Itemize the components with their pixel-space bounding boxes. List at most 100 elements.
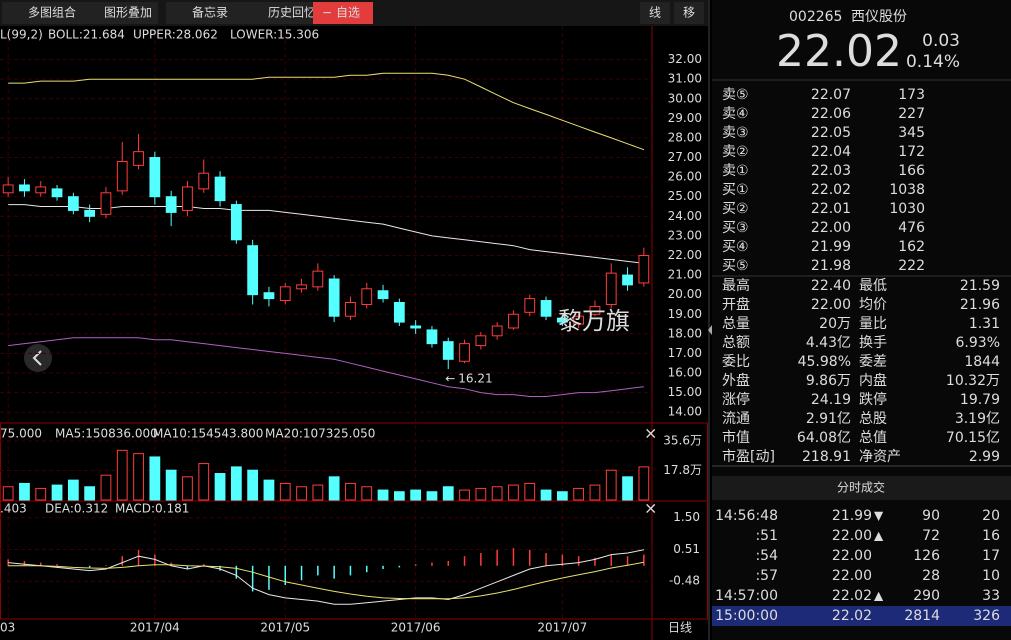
indicator-label: L(99,2)	[0, 28, 43, 42]
candle-body	[410, 325, 422, 329]
candle-body	[198, 172, 210, 190]
candle-body	[100, 192, 112, 215]
candle-body	[377, 290, 389, 300]
candle-body	[19, 184, 30, 192]
candle-body	[116, 160, 128, 192]
stat-value: 6.93%	[956, 335, 1000, 351]
toolbar-button[interactable]	[674, 2, 704, 24]
volume-bar	[393, 491, 405, 501]
indicator-label: MA20:107325.050	[265, 427, 375, 441]
y-tick-label: 31.00	[668, 72, 702, 86]
y-tick-label: 19.00	[668, 307, 702, 321]
volume-bar	[410, 489, 422, 501]
stat-value: 4.43亿	[806, 335, 851, 351]
candle-body	[263, 292, 275, 300]
stat-label: 最低	[859, 278, 887, 294]
book-label: 卖①	[722, 163, 749, 179]
candle-body	[475, 335, 487, 347]
toolbar-label: 历史回忆	[268, 6, 316, 20]
candle-body	[442, 341, 454, 360]
trade-count: 20	[982, 508, 1000, 524]
book-volume: 227	[898, 106, 925, 122]
volume-bar	[345, 482, 356, 501]
trades-header	[712, 476, 1011, 500]
y-tick-label: 14.00	[668, 405, 702, 419]
book-volume: 476	[898, 220, 925, 236]
book-volume: 162	[898, 239, 925, 255]
volume-bar	[638, 466, 650, 501]
stat-value: 218.91	[802, 449, 851, 465]
volume-bar	[475, 487, 487, 501]
book-price: 22.06	[811, 106, 851, 122]
stock-name: 西仪股份	[851, 9, 907, 25]
book-price: 21.98	[811, 258, 851, 274]
stat-value: 22.40	[811, 278, 851, 294]
trade-volume: 90	[922, 508, 940, 524]
trade-count: 17	[982, 548, 1000, 564]
candle-body	[540, 300, 552, 317]
low-label: 16.21	[458, 372, 492, 386]
volume-bar	[459, 489, 470, 501]
toolbar-label: 多图组合	[28, 5, 76, 20]
volume-bar	[540, 489, 552, 501]
trade-dir: ▼	[874, 509, 884, 523]
volume-bar	[589, 484, 601, 501]
close-icon[interactable]: ×	[644, 424, 657, 443]
candle-body	[361, 288, 373, 305]
stat-label: 量比	[859, 316, 887, 332]
volume-bar	[491, 486, 503, 501]
candle-body	[35, 186, 47, 194]
y-tick-label: -0.48	[669, 574, 700, 588]
y-tick-label: 16.00	[668, 366, 702, 380]
toolbar-button[interactable]	[640, 2, 670, 24]
y-tick-label: 24.00	[668, 209, 702, 223]
indicator-label: UPPER:28.062	[133, 28, 218, 42]
trade-volume: 72	[922, 528, 940, 544]
candle-body	[573, 315, 585, 325]
y-tick-label: 23.00	[668, 228, 702, 242]
book-volume: 1038	[889, 182, 925, 198]
macd-panel	[0, 500, 708, 620]
toolbar-button[interactable]	[313, 2, 373, 24]
candle-body	[84, 209, 96, 217]
volume-bar	[328, 476, 340, 501]
toolbar-button[interactable]	[78, 2, 158, 24]
prev-button[interactable]	[24, 344, 52, 372]
volume-bar	[361, 486, 373, 501]
candle-body	[622, 274, 633, 286]
close-icon[interactable]: ×	[644, 499, 657, 518]
candle-body	[605, 272, 617, 305]
trade-count: 16	[982, 528, 1000, 544]
volume-bar	[279, 482, 291, 501]
y-tick-label: 35.6万	[663, 434, 702, 448]
period-label: 日线	[668, 621, 692, 635]
volume-bar	[100, 474, 112, 501]
stat-label: 总量	[722, 316, 750, 332]
candle-body	[247, 245, 259, 296]
trade-price: 22.02	[832, 588, 872, 604]
collapse-icon[interactable]	[708, 325, 712, 335]
toolbar-button[interactable]	[242, 2, 322, 24]
book-price: 21.99	[811, 239, 851, 255]
change: 0.03	[922, 31, 960, 51]
trade-highlight	[712, 606, 1011, 626]
dif-line	[8, 549, 644, 605]
stat-value: 9.86万	[806, 373, 851, 389]
volume-bar	[556, 491, 568, 501]
y-tick-label: 28.00	[668, 130, 702, 144]
indicator-label: LOWER:15.306	[230, 28, 319, 42]
volume-bar	[377, 489, 389, 501]
book-price: 22.05	[811, 125, 851, 141]
stat-label: 涨停	[722, 391, 750, 408]
toolbar-button[interactable]	[166, 2, 246, 24]
stat-value: 70.15亿	[946, 430, 1000, 446]
toolbar-button[interactable]	[2, 2, 82, 24]
stat-value: 1844	[964, 354, 1000, 370]
book-price: 22.03	[811, 163, 851, 179]
trade-price: 22.00	[832, 548, 872, 564]
book-label: 卖②	[722, 144, 749, 160]
trades-title: 分时成交	[837, 480, 885, 495]
volume-bar	[524, 482, 536, 501]
toolbar-label: 图形叠加	[104, 6, 152, 20]
